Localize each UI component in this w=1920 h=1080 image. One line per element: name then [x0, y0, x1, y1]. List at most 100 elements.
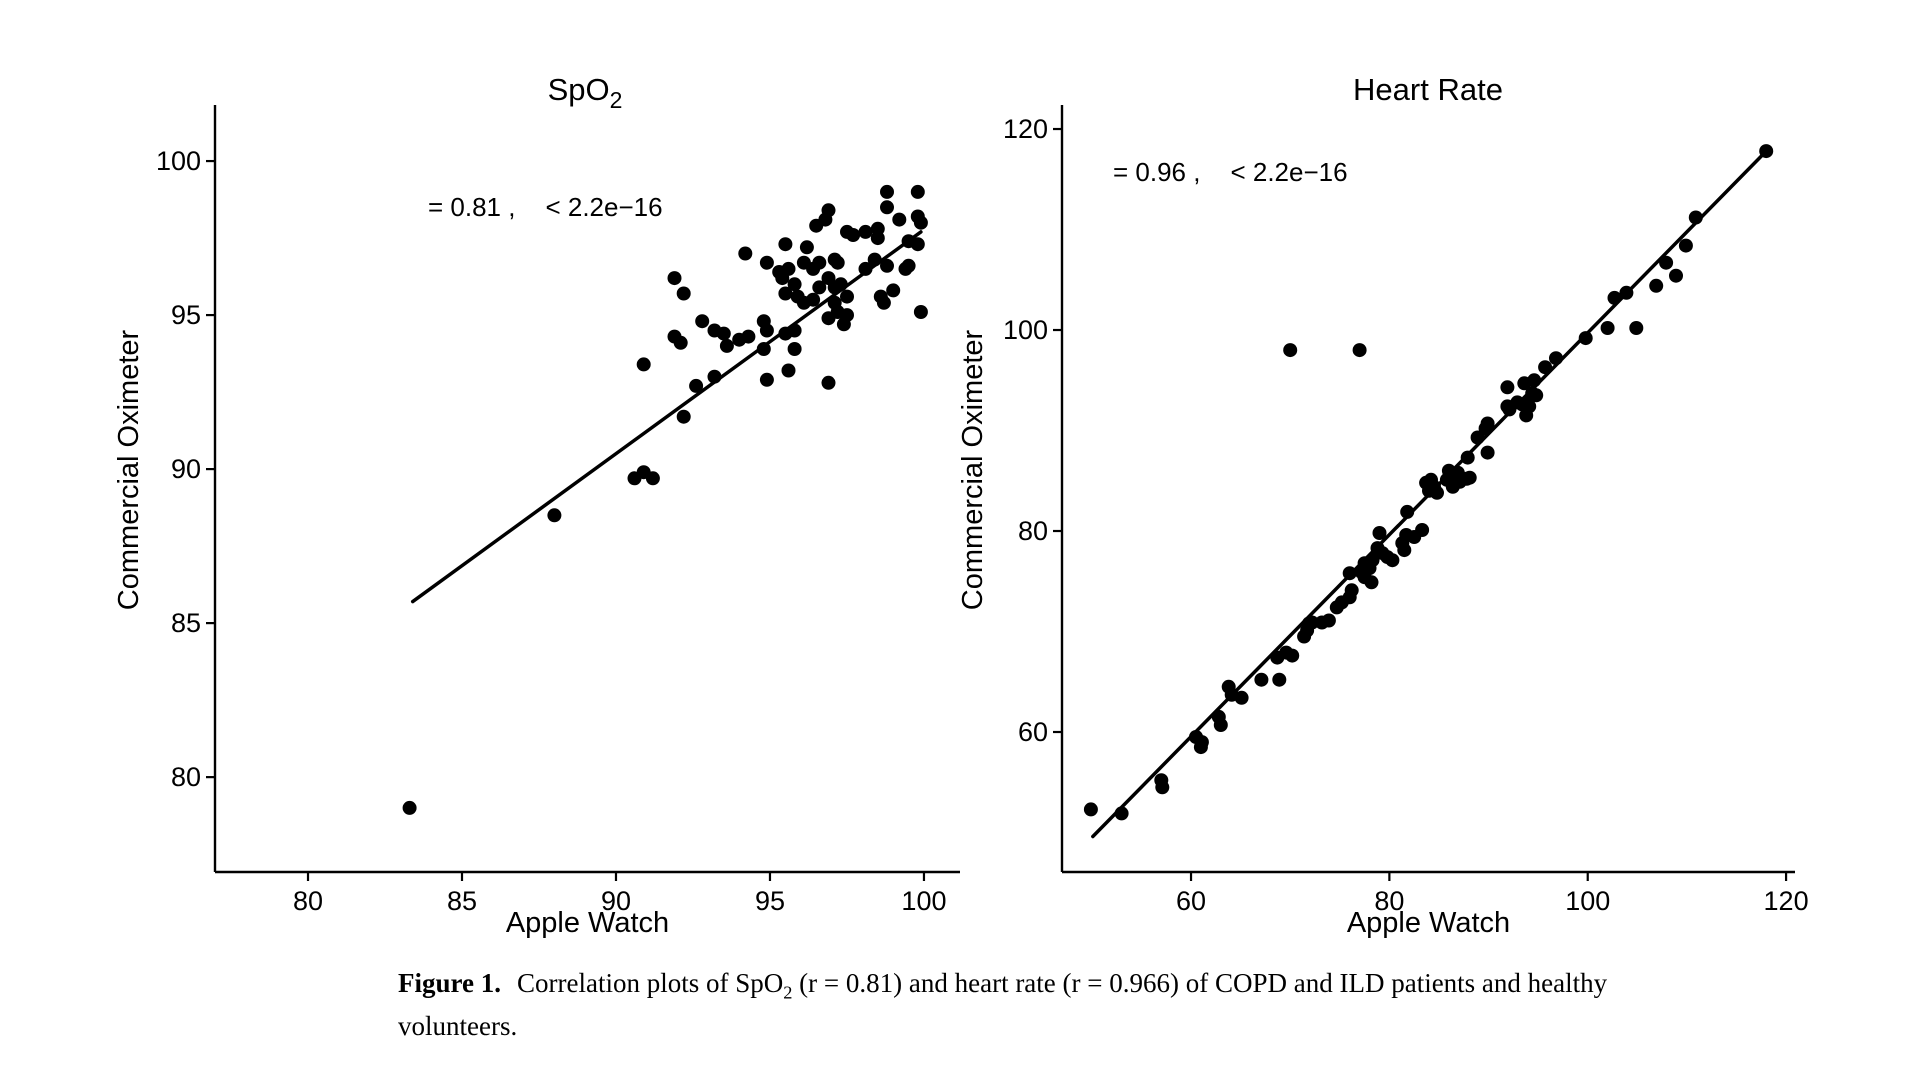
- data-point: [719, 338, 734, 353]
- data-point: [1305, 615, 1319, 630]
- data-point: [695, 314, 710, 329]
- data-point: [806, 292, 821, 307]
- data-point: [1619, 285, 1634, 300]
- data-point: [716, 326, 731, 341]
- x-tick-label: 80: [1374, 886, 1404, 916]
- data-point: [1272, 672, 1287, 687]
- data-point: [1365, 553, 1380, 568]
- data-point: [886, 283, 901, 298]
- y-tick-label: 80: [171, 762, 201, 792]
- data-point: [1480, 445, 1495, 460]
- data-point: [821, 203, 836, 218]
- data-point: [821, 375, 836, 390]
- y-tick-label: 100: [1003, 315, 1048, 345]
- data-point: [1415, 523, 1430, 537]
- data-point: [787, 342, 802, 356]
- data-point: [1480, 416, 1495, 431]
- data-point: [1213, 718, 1228, 732]
- y-tick-label: 60: [1018, 717, 1048, 747]
- x-tick-label: 85: [447, 886, 477, 916]
- data-point: [1462, 470, 1477, 485]
- caption-subscript: 2: [783, 982, 793, 1003]
- data-point: [1549, 351, 1563, 366]
- data-point: [913, 215, 928, 230]
- x-tick-label: 90: [601, 886, 631, 916]
- data-point: [870, 231, 885, 246]
- data-point: [1519, 408, 1534, 423]
- data-point: [880, 258, 894, 273]
- data-point: [1527, 373, 1542, 388]
- heart-rate-chart: 60 80 100 120 60 80 100 120 Heart Rate = 0.96 , < …: [957, 72, 1809, 939]
- y-tick-label: 100: [156, 146, 201, 176]
- x-tick-label: 60: [1176, 886, 1206, 916]
- data-point: [1578, 331, 1593, 346]
- data-point: [1759, 144, 1774, 159]
- data-point: [812, 280, 827, 295]
- data-point: [645, 471, 660, 486]
- x-axis-title: Apple Watch: [1347, 907, 1510, 939]
- caption-text-post: (r = 0.81) and heart rate (r = 0.966) of…: [792, 968, 1608, 998]
- data-point: [1430, 485, 1444, 500]
- data-point: [1470, 430, 1485, 445]
- x-axis-title: Apple Watch: [506, 907, 669, 939]
- data-point: [1688, 210, 1703, 225]
- data-point: [707, 369, 722, 384]
- data-point: [1460, 450, 1475, 465]
- data-point: [667, 271, 682, 286]
- y-axis-title: Commercial Oximeter: [113, 329, 145, 610]
- data-point: [676, 286, 691, 301]
- data-point: [756, 342, 771, 356]
- data-point: [840, 308, 854, 323]
- data-point: [846, 228, 861, 242]
- x-tick-label: 100: [1565, 886, 1610, 916]
- x-tick-label: 100: [901, 886, 946, 916]
- data-point: [1254, 672, 1269, 687]
- y-tick-label: 120: [1003, 114, 1048, 144]
- data-point: [830, 255, 845, 270]
- data-point: [892, 212, 907, 227]
- chart-title: SpO2: [548, 72, 623, 113]
- data-point: [1364, 575, 1379, 590]
- data-point: [1344, 583, 1359, 598]
- data-point: [402, 800, 417, 815]
- data-point: [880, 200, 894, 215]
- caption-line1: Figure 1. Correlation plots of SpO2 (r = …: [398, 966, 1608, 1009]
- correlation-annotation: = 0.81 , < 2.2e−16: [428, 192, 663, 222]
- data-point: [547, 508, 562, 523]
- data-point: [910, 237, 925, 252]
- data-point: [741, 329, 756, 344]
- data-point: [1538, 360, 1553, 375]
- data-point: [1234, 690, 1249, 705]
- correlation-scatter-charts: 80 85 90 95 100 80 85 90 95 100 SpO2 = 0.81 , < 2.2e…: [113, 72, 1809, 939]
- data-point: [759, 372, 774, 387]
- data-point: [775, 271, 790, 286]
- data-point: [1285, 648, 1300, 663]
- data-point: [858, 261, 873, 276]
- correlation-annotation: = 0.96 , < 2.2e−16: [1113, 157, 1348, 187]
- data-point: [1669, 268, 1683, 283]
- data-point: [840, 289, 854, 304]
- figure-label: Figure 1.: [398, 968, 501, 998]
- data-point: [1155, 780, 1170, 795]
- y-axis-title: Commercial Oximeter: [957, 329, 989, 610]
- data-point: [1500, 380, 1515, 395]
- data-point: [806, 261, 821, 276]
- scatter-points: [402, 184, 928, 815]
- data-point: [1372, 526, 1387, 540]
- data-point: [759, 323, 774, 338]
- data-point: [1194, 735, 1209, 750]
- caption-text-pre: Correlation plots of SpO: [517, 968, 784, 998]
- data-point: [901, 258, 916, 273]
- figure-caption: Figure 1. Correlation plots of SpO2 (r = …: [398, 966, 1608, 1043]
- data-point: [876, 295, 891, 310]
- data-point: [833, 277, 848, 292]
- data-point: [1600, 321, 1615, 335]
- scatter-points: [1083, 144, 1774, 821]
- data-point: [1678, 238, 1693, 253]
- data-point: [1659, 255, 1674, 270]
- data-point: [1321, 613, 1336, 628]
- data-point: [1629, 321, 1644, 335]
- data-point: [910, 184, 925, 199]
- data-point: [778, 286, 793, 301]
- data-point: [867, 252, 882, 267]
